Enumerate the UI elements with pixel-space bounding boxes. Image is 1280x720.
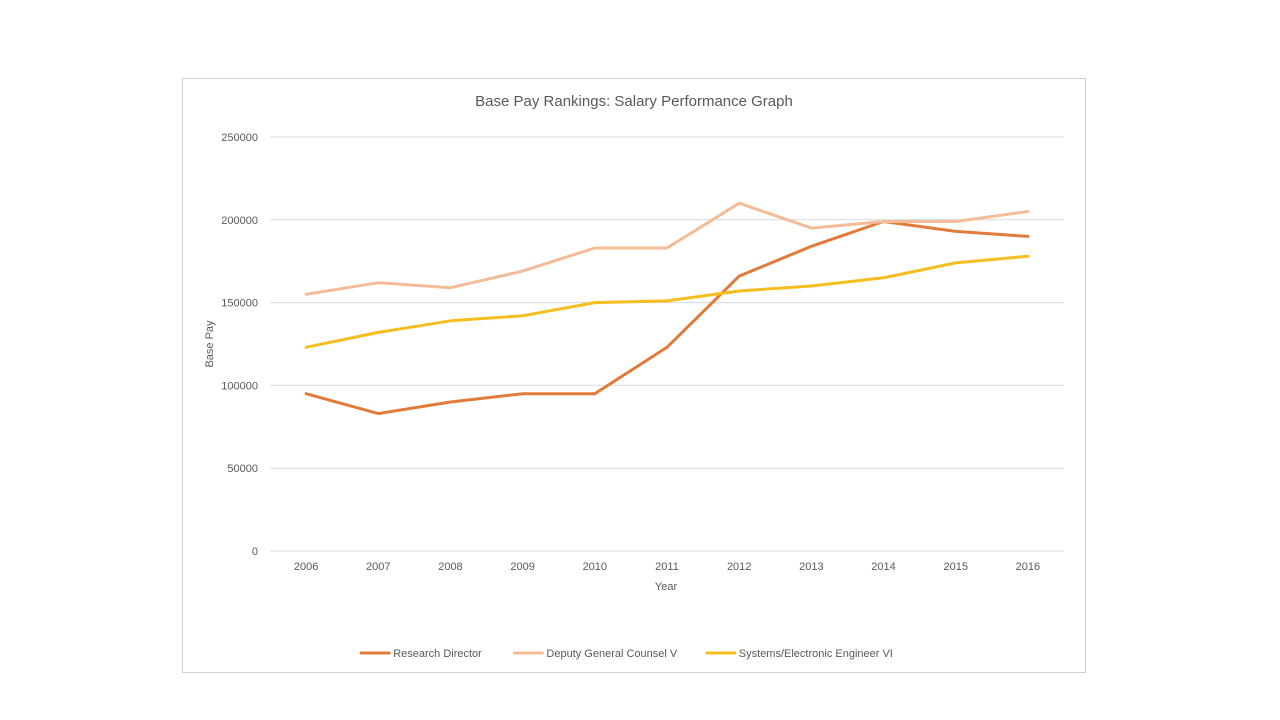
y-tick-label: 100000	[221, 380, 258, 392]
gridlines	[270, 136, 1064, 552]
legend: Research Director Deputy General Counsel …	[359, 648, 893, 660]
chart-frame	[182, 78, 1086, 673]
x-tick-label: 2015	[943, 561, 967, 573]
x-tick-label: 2012	[727, 561, 751, 573]
y-tick-label: 200000	[221, 215, 258, 227]
x-tick-label: 2014	[871, 561, 895, 573]
y-axis-title: Base Pay	[204, 320, 216, 368]
x-tick-label: 2016	[1016, 561, 1040, 573]
y-tick-label: 50000	[227, 463, 258, 475]
y-axis-ticks: 0 50000 100000 150000 200000 250000	[221, 132, 258, 558]
x-axis-title: Year	[655, 581, 678, 593]
series-line-3	[304, 254, 1030, 349]
y-tick-label: 150000	[221, 298, 258, 310]
x-tick-label: 2010	[583, 561, 607, 573]
x-tick-label: 2009	[510, 561, 534, 573]
x-tick-label: 2008	[438, 561, 462, 573]
y-tick-label: 250000	[221, 132, 258, 144]
x-tick-label: 2007	[366, 561, 390, 573]
legend-label: Research Director	[393, 648, 482, 660]
x-tick-label: 2006	[294, 561, 318, 573]
chart-title: Base Pay Rankings: Salary Performance Gr…	[475, 93, 793, 110]
legend-label: Deputy General Counsel V	[546, 648, 678, 660]
series-group	[304, 201, 1030, 416]
series-line-1	[304, 220, 1030, 416]
x-tick-label: 2011	[655, 561, 679, 573]
x-tick-label: 2013	[799, 561, 823, 573]
legend-label: Systems/Electronic Engineer VI	[739, 648, 893, 660]
y-tick-label: 0	[252, 546, 258, 558]
series-line-2	[304, 201, 1030, 296]
x-axis-ticks: 2006 2007 2008 2009 2010 2011 2012 2013 2014 2015…	[294, 561, 1040, 573]
